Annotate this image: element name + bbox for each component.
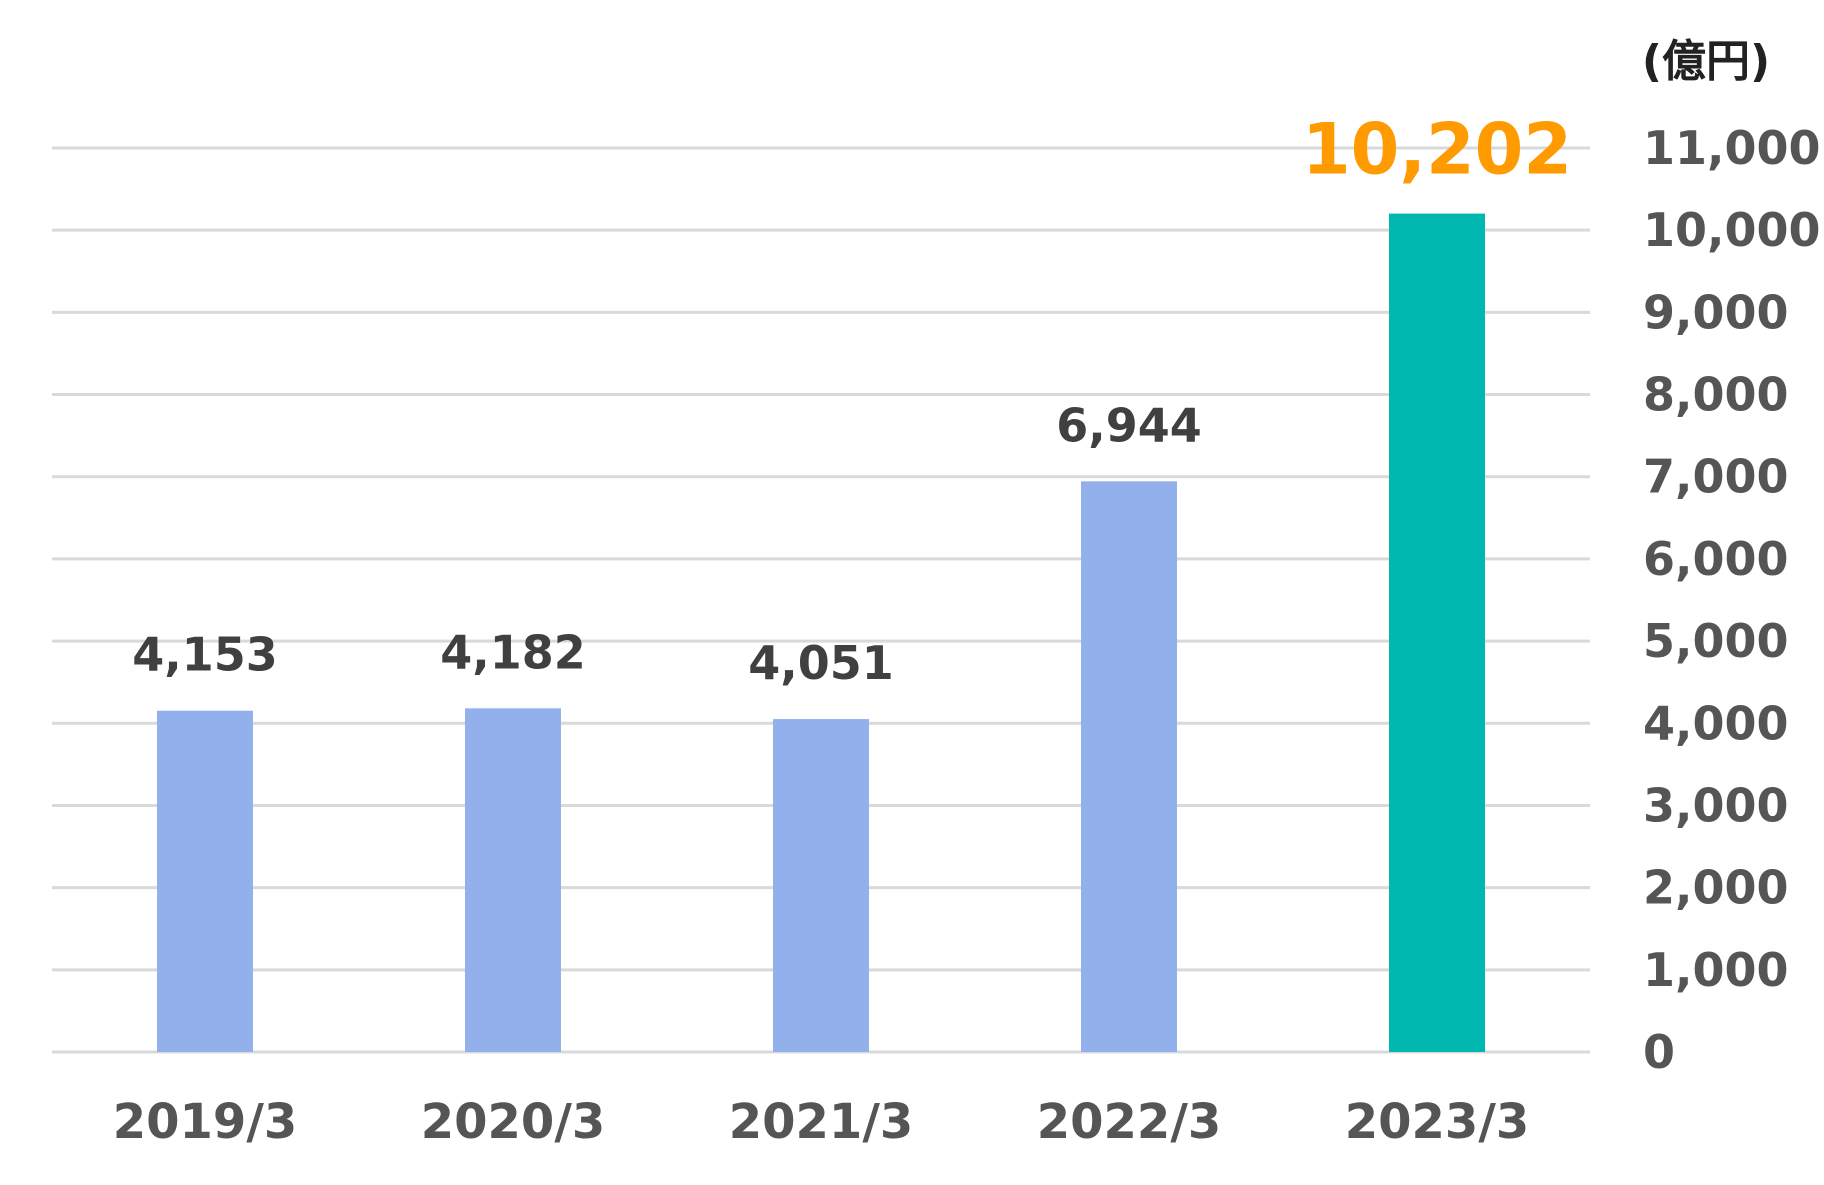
data-label: 6,944 — [1056, 398, 1202, 452]
data-label: 10,202 — [1302, 109, 1572, 191]
bar — [773, 719, 869, 1052]
y-tick-label: 4,000 — [1643, 696, 1789, 750]
y-tick-label: 3,000 — [1643, 778, 1789, 832]
bar — [157, 710, 253, 1052]
y-tick-label: 0 — [1643, 1025, 1675, 1079]
y-tick-label: 8,000 — [1643, 368, 1789, 422]
data-labels: 4,153 4,182 4,051 6,944 10,202 — [132, 109, 1572, 691]
x-category-label: 2022/3 — [1037, 1094, 1222, 1150]
x-category-label: 2021/3 — [729, 1094, 914, 1150]
x-category-label: 2023/3 — [1345, 1094, 1530, 1150]
y-axis-ticks: 0 1,000 2,000 3,000 4,000 5,000 6,000 7,000 8,00… — [1643, 121, 1821, 1079]
y-tick-label: 6,000 — [1643, 532, 1789, 586]
bars — [157, 213, 1485, 1053]
y-tick-label: 10,000 — [1643, 203, 1821, 257]
y-tick-label: 2,000 — [1643, 861, 1789, 915]
bar — [465, 708, 561, 1052]
data-label: 4,051 — [748, 636, 894, 690]
y-tick-label: 11,000 — [1643, 121, 1821, 175]
x-category-label: 2019/3 — [113, 1094, 298, 1150]
data-label: 4,153 — [132, 628, 278, 682]
bar — [1081, 481, 1177, 1052]
data-label: 4,182 — [440, 625, 586, 679]
y-tick-label: 9,000 — [1643, 285, 1789, 339]
x-axis-categories: 2019/3 2020/3 2021/3 2022/3 2023/3 — [113, 1094, 1530, 1150]
y-tick-label: 7,000 — [1643, 450, 1789, 504]
y-axis-unit-label: (億円) — [1642, 36, 1770, 87]
y-tick-label: 5,000 — [1643, 614, 1789, 668]
y-tick-label: 1,000 — [1643, 943, 1789, 997]
x-category-label: 2020/3 — [421, 1094, 606, 1150]
bar — [1389, 213, 1485, 1053]
